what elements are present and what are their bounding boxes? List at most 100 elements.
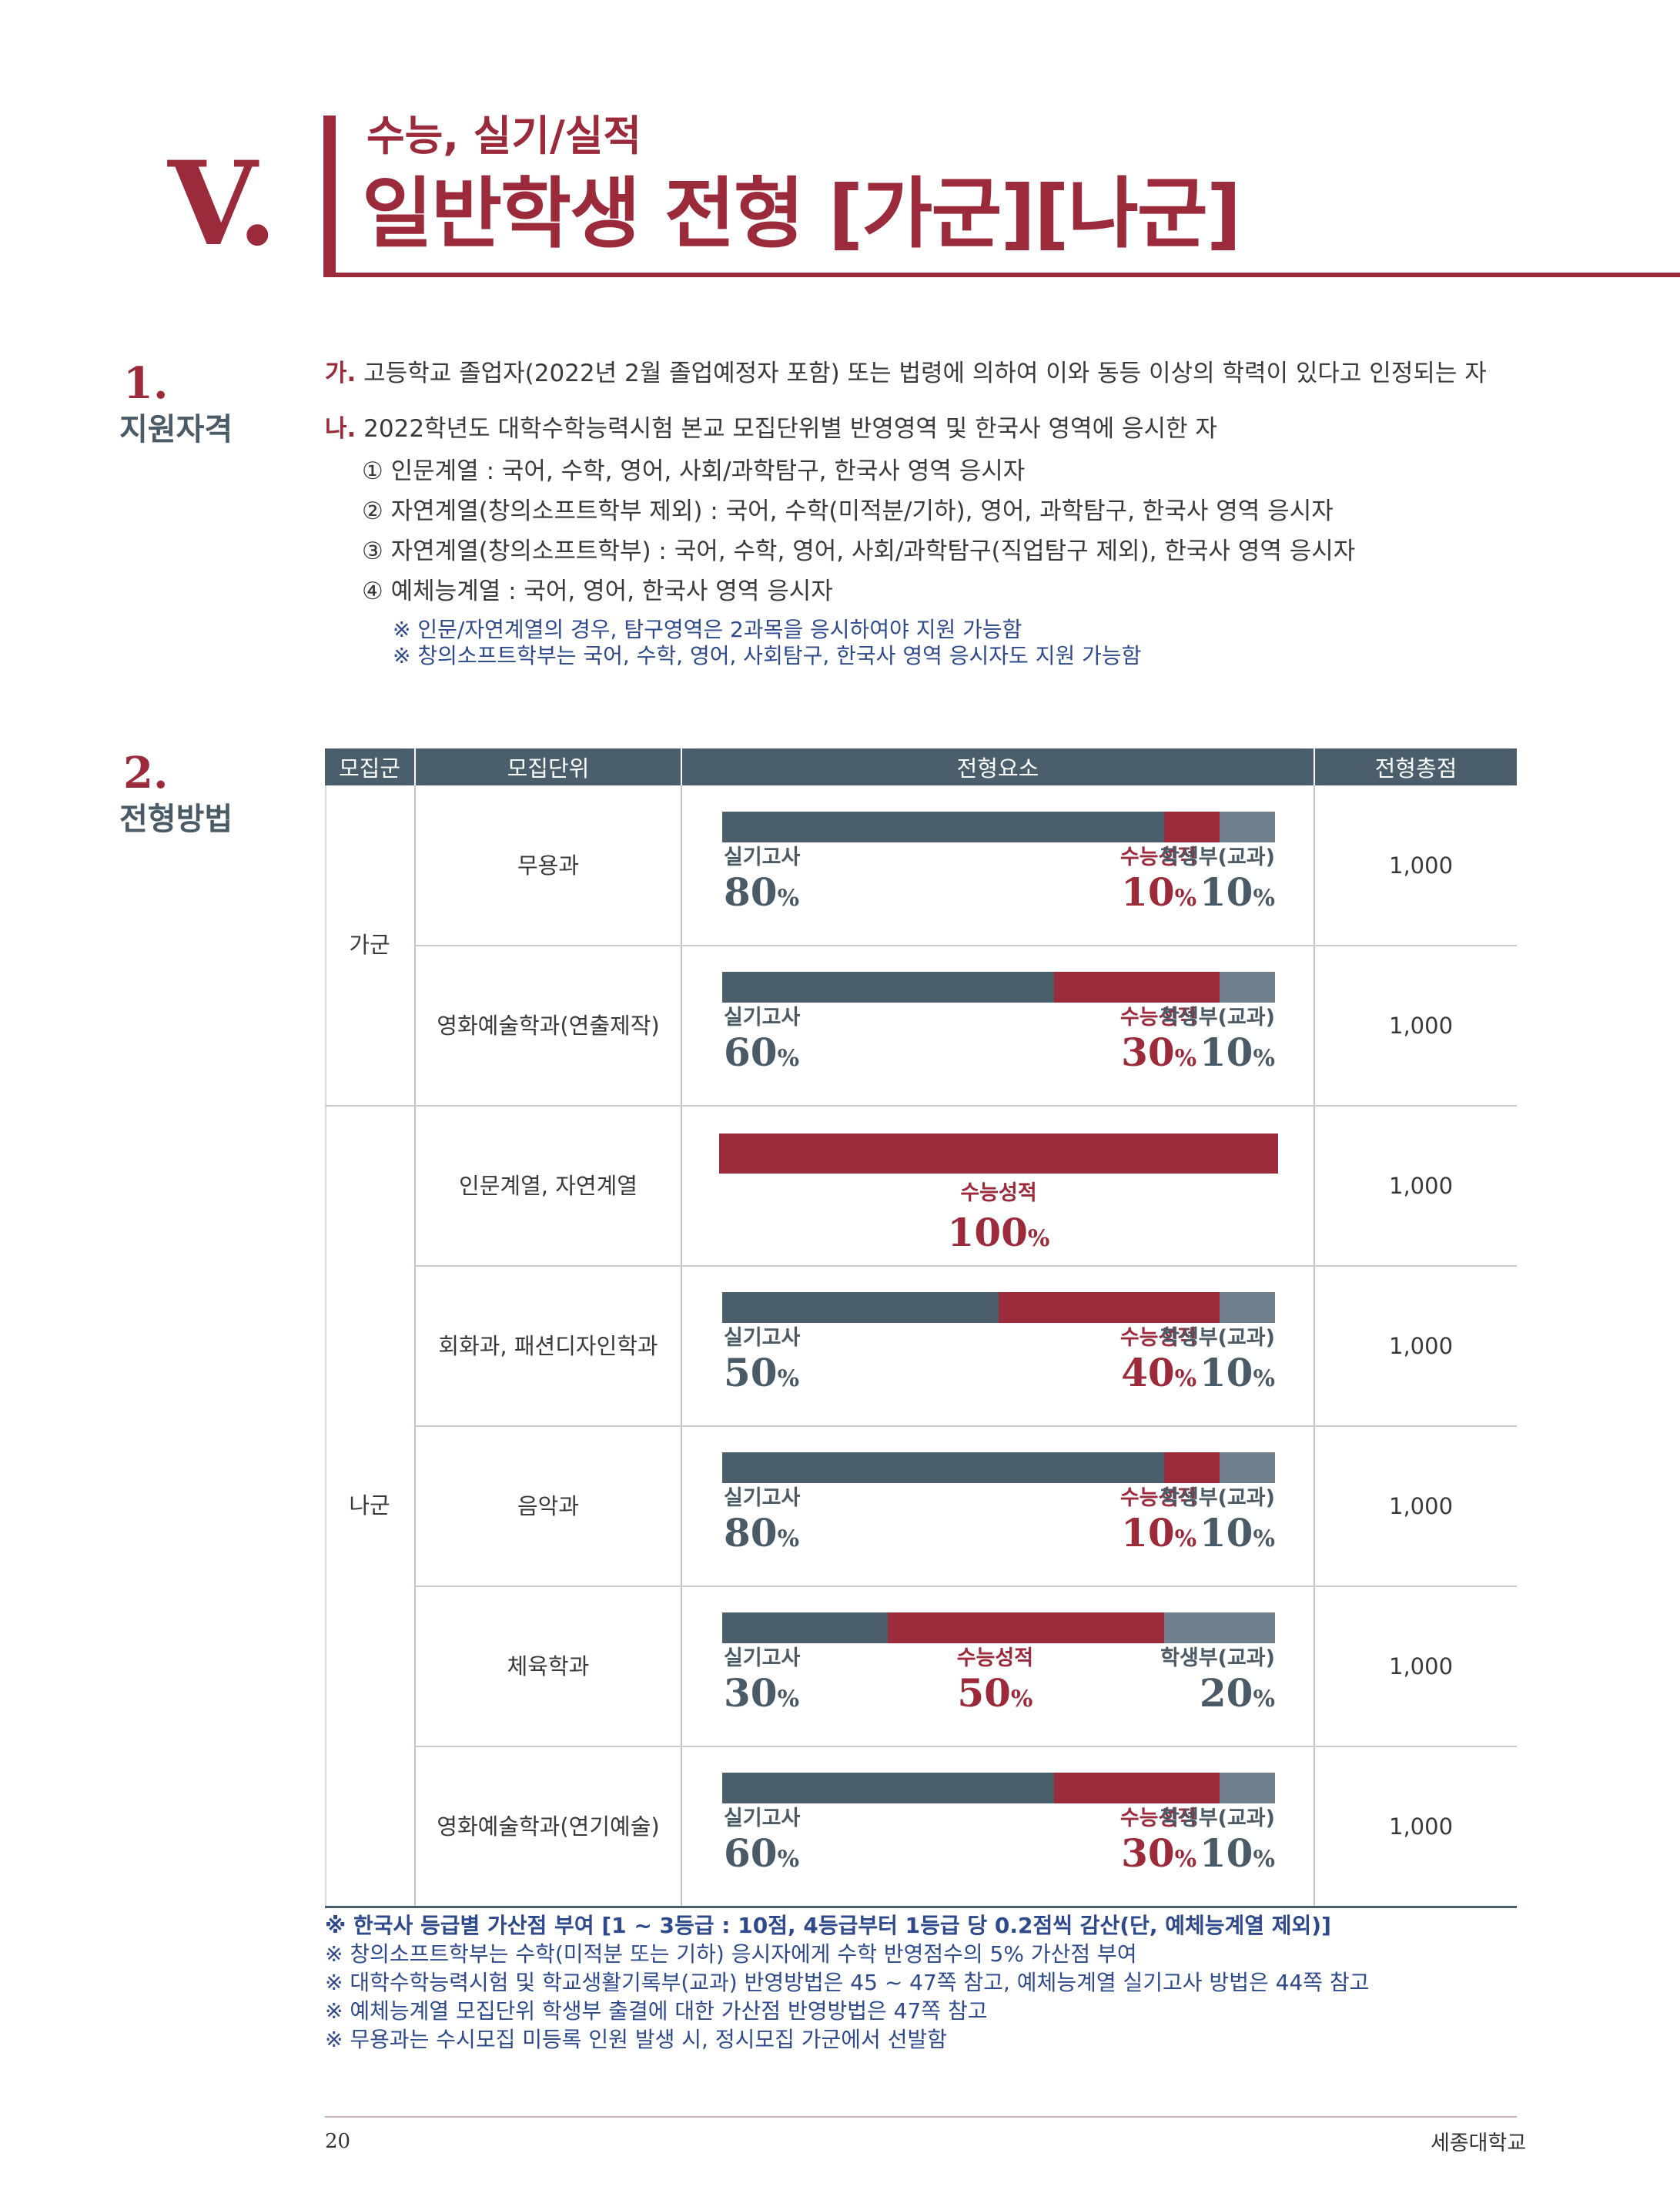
percent-value: 10 (1199, 1350, 1253, 1395)
component-percent: 50% (724, 1354, 799, 1392)
bar-segment (722, 1612, 889, 1643)
group-label: 가군 (349, 932, 390, 958)
percent-sign: % (1174, 1525, 1197, 1552)
eligibility-line-b: 나. 2022학년도 대학수학능력시험 본교 모집단위별 반영영역 및 한국사 … (325, 417, 1217, 441)
unit-name: 회화과, 패션디자인학과 (438, 1333, 658, 1359)
percent-sign: % (1253, 1045, 1275, 1072)
bar-segment (1053, 1773, 1220, 1803)
eligibility-subline: ④ 예체능계열 : 국어, 영어, 한국사 영역 응시자 (362, 578, 833, 605)
eligibility-marker: 가. (325, 360, 356, 387)
percent-value: 10 (1121, 869, 1175, 915)
unit-name: 인문계열, 자연계열 (459, 1173, 638, 1199)
eligibility-subline: ② 자연계열(창의소프트학부 제외) : 국어, 수학(미적분/기하), 영어,… (362, 497, 1334, 525)
bar-segment (719, 1133, 1278, 1174)
section-numeral: V. (168, 136, 278, 272)
component-percent: 10% (1042, 873, 1196, 912)
table-left-border (325, 785, 326, 1907)
eligibility-marker: 나. (325, 415, 356, 443)
row-divider (416, 1265, 1517, 1267)
component-label: 학생부(교과) (1160, 846, 1275, 869)
percent-value: 50 (957, 1670, 1011, 1716)
component-percent: 50% (918, 1674, 1072, 1713)
row-divider (416, 1425, 1517, 1427)
component-percent: 10% (1121, 873, 1275, 912)
percent-value: 50 (724, 1350, 778, 1395)
component-label: 실기고사 (724, 846, 801, 869)
component-label: 수능성적 (1119, 1326, 1197, 1350)
component-percent: 10% (1121, 1354, 1275, 1392)
percent-sign: % (777, 1525, 800, 1552)
component-percent: 40% (1042, 1354, 1196, 1392)
section1-number: 1. (123, 358, 169, 409)
percent-value: 80 (724, 869, 778, 915)
unit-name: 무용과 (517, 852, 580, 879)
component-label: 실기고사 (724, 1646, 801, 1670)
total-score: 1,000 (1389, 852, 1454, 879)
total-score: 1,000 (1389, 1173, 1454, 1199)
percent-value: 10 (1199, 1830, 1253, 1876)
bar-segment (1220, 1292, 1275, 1323)
header-group: 모집군 (325, 748, 414, 785)
eligibility-text: 2022학년도 대학수학능력시험 본교 모집단위별 반영영역 및 한국사 영역에… (356, 415, 1217, 443)
school-name: 세종대학교 (1431, 2131, 1527, 2155)
column-divider (681, 785, 682, 1907)
eligibility-subline: ① 인문계열 : 국어, 수학, 영어, 사회/과학탐구, 한국사 영역 응시자 (362, 457, 1026, 485)
percent-value: 20 (1199, 1670, 1253, 1716)
component-percent: 20% (1121, 1674, 1275, 1713)
component-percent: 80% (724, 873, 799, 912)
total-score: 1,000 (1389, 1013, 1454, 1039)
unit-name: 영화예술학과(연기예술) (437, 1813, 660, 1840)
component-percent: 30% (724, 1674, 799, 1713)
component-percent: 100% (929, 1214, 1068, 1252)
footnote: ※ 창의소프트학부는 수학(미적분 또는 기하) 응시자에게 수학 반영점수의 … (325, 1941, 1137, 1967)
percent-sign: % (1253, 885, 1275, 912)
eligibility-note: ※ 창의소프트학부는 국어, 수학, 영어, 사회탐구, 한국사 영역 응시자도… (393, 643, 1142, 668)
group-divider (325, 1105, 1517, 1107)
bar-segment (722, 1773, 1054, 1803)
component-label: 수능성적 (1119, 1006, 1197, 1030)
component-percent: 10% (1121, 1834, 1275, 1873)
percent-value: 10 (1199, 1510, 1253, 1555)
component-label: 수능성적 (960, 1181, 1037, 1205)
header-total: 전형총점 (1315, 748, 1517, 785)
percent-sign: % (1010, 1686, 1033, 1713)
component-label: 실기고사 (724, 1006, 801, 1030)
total-score: 1,000 (1389, 1813, 1454, 1840)
component-percent: 10% (1121, 1033, 1275, 1072)
component-label: 실기고사 (724, 1807, 801, 1830)
component-label: 학생부(교과) (1160, 1807, 1275, 1830)
percent-value: 10 (1199, 869, 1253, 915)
page-number: 20 (325, 2130, 351, 2153)
component-label: 학생부(교과) (1160, 1006, 1275, 1030)
percent-value: 10 (1121, 1510, 1175, 1555)
component-label: 실기고사 (724, 1486, 801, 1510)
row-divider (416, 1586, 1517, 1587)
percent-sign: % (1174, 1045, 1197, 1072)
percent-sign: % (1174, 1365, 1197, 1392)
component-percent: 10% (1121, 1514, 1275, 1552)
component-percent: 60% (724, 1033, 799, 1072)
footnote: ※ 한국사 등급별 가산점 부여 [1 ~ 3등급 : 10점, 4등급부터 1… (325, 1913, 1331, 1938)
bar-segment (1053, 972, 1220, 1003)
percent-value: 100 (947, 1210, 1028, 1255)
section2-number: 2. (123, 748, 169, 799)
component-label: 학생부(교과) (1160, 1326, 1275, 1350)
percent-sign: % (777, 1846, 800, 1873)
percent-value: 30 (1121, 1830, 1175, 1876)
percent-sign: % (1174, 1846, 1197, 1873)
eligibility-line-a: 가. 고등학교 졸업자(2022년 2월 졸업예정자 포함) 또는 법령에 의하… (325, 362, 1487, 386)
table-bottom-border (325, 1906, 1517, 1908)
bar-segment (722, 972, 1054, 1003)
percent-sign: % (1253, 1365, 1275, 1392)
percent-sign: % (777, 1365, 800, 1392)
title-underline (323, 273, 1680, 277)
percent-value: 10 (1199, 1030, 1253, 1075)
percent-value: 30 (724, 1670, 778, 1716)
eligibility-note: ※ 인문/자연계열의 경우, 탐구영역은 2과목을 응시하여야 지원 가능함 (393, 617, 1022, 642)
bar-segment (722, 1452, 1165, 1483)
component-label: 수능성적 (1119, 1486, 1197, 1510)
page-subtitle: 수능, 실기/실적 (366, 112, 642, 160)
percent-sign: % (1027, 1225, 1050, 1252)
bar-segment (888, 1612, 1165, 1643)
column-divider (1314, 785, 1315, 1907)
